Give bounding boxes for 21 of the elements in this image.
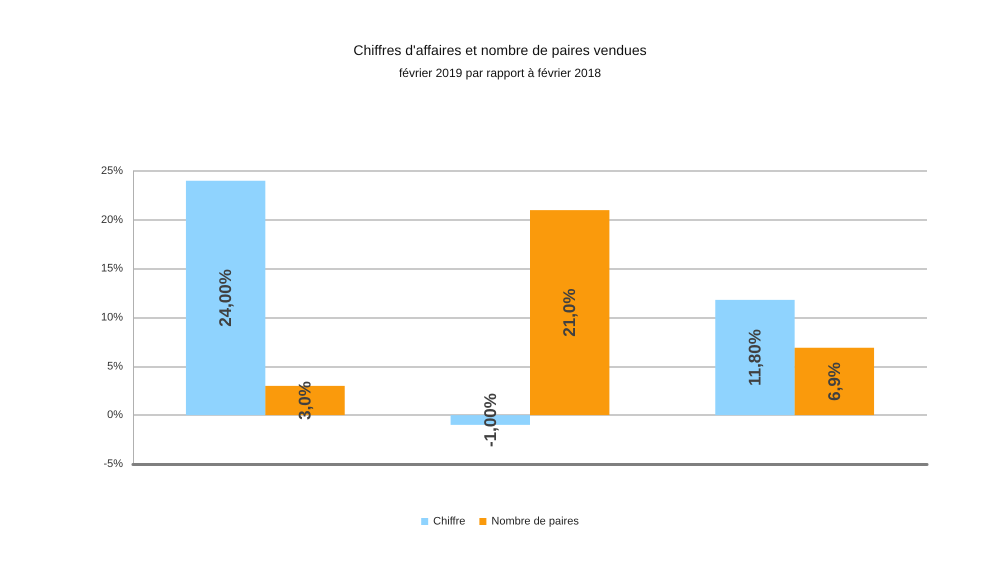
y-tick-label: 5%	[107, 360, 124, 372]
bar	[715, 300, 795, 416]
y-tick-label: 20%	[100, 214, 124, 226]
y-tick-label: 10%	[100, 312, 124, 324]
y-tick-label: 25%	[100, 165, 124, 177]
data-label: 24,00%	[216, 269, 236, 327]
data-label: 3,0%	[296, 381, 315, 420]
legend-label: Chiffre	[433, 516, 466, 528]
y-tick-label: -5%	[103, 458, 124, 470]
chart-subtitle: février 2019 par rapport à février 2018	[398, 66, 602, 80]
bar	[530, 210, 610, 416]
data-label: 11,80%	[745, 329, 764, 386]
legend-label: Nombre de paires	[491, 516, 580, 528]
bar	[794, 348, 874, 416]
chart-title: Chiffres d'affaires et nombre de paires vendues	[353, 42, 647, 58]
data-label: -1,00%	[480, 393, 500, 447]
data-label: 21,0%	[560, 288, 580, 337]
y-tick-label: 15%	[100, 262, 124, 275]
data-label: 6,9%	[824, 362, 844, 401]
bar	[186, 180, 266, 416]
y-tick-label: 0%	[107, 409, 124, 422]
